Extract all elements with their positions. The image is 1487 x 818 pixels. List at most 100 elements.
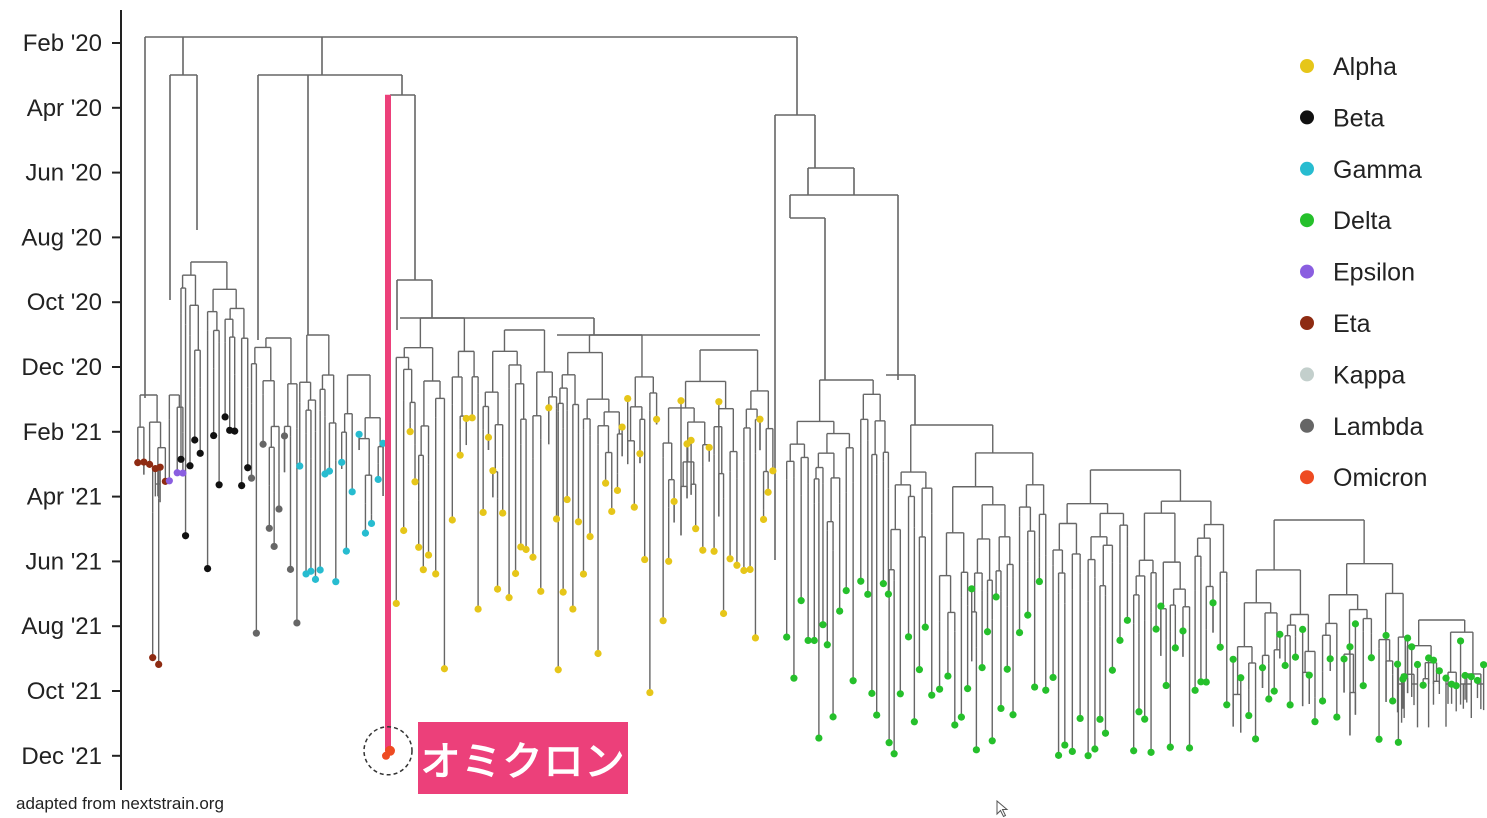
tree-tip bbox=[687, 436, 695, 444]
tree-tip bbox=[448, 516, 456, 524]
tree-tip bbox=[1442, 674, 1450, 682]
tree-tip bbox=[594, 649, 602, 658]
tree-tip bbox=[715, 398, 723, 406]
tree-tip bbox=[529, 553, 537, 561]
tree-tip bbox=[997, 704, 1005, 713]
tree-tip bbox=[646, 688, 654, 697]
legend-swatch bbox=[1300, 213, 1314, 228]
tree-tip bbox=[1435, 667, 1443, 675]
tree-tip bbox=[1185, 744, 1194, 752]
tree-tip bbox=[823, 641, 831, 649]
tree-tip bbox=[374, 475, 382, 484]
tree-tip bbox=[857, 577, 865, 585]
tree-tip bbox=[1299, 625, 1307, 634]
legend-label: Eta bbox=[1333, 310, 1371, 338]
tree-tip bbox=[156, 463, 164, 471]
tree-tip bbox=[406, 428, 414, 436]
tree-tip bbox=[1393, 660, 1402, 668]
tree-tip bbox=[296, 462, 304, 470]
omicron-circle-marker bbox=[363, 726, 413, 776]
tree-tip bbox=[829, 713, 837, 721]
legend-swatch bbox=[1300, 316, 1314, 330]
tree-tip bbox=[1096, 715, 1104, 723]
tree-tip bbox=[1197, 678, 1205, 686]
tree-tip bbox=[1209, 599, 1217, 607]
tree-tip bbox=[1108, 666, 1116, 674]
tree-tip bbox=[665, 557, 673, 565]
tree-tip bbox=[545, 404, 553, 412]
tree-tip bbox=[215, 481, 223, 489]
legend-label: Epsilon bbox=[1333, 259, 1415, 287]
y-tick-label: Dec '21 bbox=[21, 743, 102, 770]
tree-tip bbox=[210, 431, 218, 440]
tree-tip bbox=[511, 569, 520, 578]
tree-tip bbox=[146, 460, 154, 468]
tree-tip bbox=[348, 488, 356, 496]
tree-tip bbox=[231, 427, 239, 435]
tree-tip bbox=[836, 607, 844, 615]
legend-swatch bbox=[1300, 110, 1314, 125]
tree-tip bbox=[1359, 682, 1367, 690]
tree-tip bbox=[1084, 752, 1092, 760]
tree-tip bbox=[885, 739, 893, 747]
tree-tip bbox=[726, 555, 734, 563]
omicron-highlight bbox=[363, 94, 413, 776]
tree-tip bbox=[1141, 715, 1149, 723]
tree-tip bbox=[522, 545, 530, 554]
tree-tip bbox=[705, 443, 713, 452]
tree-tip bbox=[1281, 661, 1289, 670]
tree-tip bbox=[355, 430, 363, 438]
tree-tip bbox=[419, 566, 427, 574]
tree-tip bbox=[983, 628, 992, 636]
tree-tip bbox=[489, 467, 497, 475]
tree-tip bbox=[992, 593, 1000, 601]
tree-tip bbox=[474, 605, 482, 613]
tree-tip bbox=[1467, 673, 1475, 681]
legend-swatch bbox=[1300, 470, 1314, 485]
tree-tip bbox=[1400, 673, 1408, 681]
tree-tip bbox=[873, 711, 881, 719]
tree-tip bbox=[280, 432, 289, 440]
tree-tip bbox=[1311, 718, 1319, 726]
tree-tip bbox=[951, 721, 959, 729]
tree-tip bbox=[270, 542, 278, 551]
y-tick-label: Oct '21 bbox=[27, 678, 102, 705]
tree-tip bbox=[411, 478, 419, 486]
tree-tip bbox=[244, 464, 252, 472]
mouse-cursor-icon bbox=[996, 800, 1009, 818]
tree-tip bbox=[842, 586, 850, 595]
tree-tip bbox=[978, 664, 986, 672]
tree-tip bbox=[928, 691, 936, 699]
tree-tip bbox=[165, 477, 173, 485]
tree-tip bbox=[332, 578, 340, 586]
tree-tip bbox=[265, 524, 273, 532]
tree-tip bbox=[968, 585, 976, 593]
tree-tip bbox=[149, 654, 157, 662]
tree-tip bbox=[1375, 735, 1383, 743]
tree-tip bbox=[552, 515, 561, 523]
tree-tip bbox=[677, 397, 685, 405]
tree-tip bbox=[1157, 602, 1165, 610]
tree-tip bbox=[1135, 708, 1143, 716]
tree-tip bbox=[140, 458, 148, 466]
tree-tip bbox=[1171, 644, 1179, 652]
source-note: adapted from nextstrain.org bbox=[16, 794, 224, 813]
tree-tip bbox=[988, 737, 996, 745]
tree-tip bbox=[659, 617, 667, 625]
tree-tip bbox=[849, 677, 857, 685]
tree-tip bbox=[379, 439, 387, 447]
tree-tip bbox=[342, 547, 350, 555]
y-tick-label: Jun '21 bbox=[25, 548, 102, 575]
tree-tip bbox=[879, 580, 887, 588]
tree-tip bbox=[1024, 611, 1032, 619]
tree-tip bbox=[1367, 654, 1375, 662]
tree-tip bbox=[1068, 747, 1076, 755]
tree-tip bbox=[868, 689, 876, 697]
tree-tip bbox=[505, 594, 513, 602]
tree-tip bbox=[1162, 681, 1170, 690]
tree-tip bbox=[1456, 637, 1465, 645]
tree-tip bbox=[367, 519, 376, 528]
tree-tip bbox=[1340, 655, 1348, 663]
tree-tip bbox=[804, 636, 812, 645]
tree-tip bbox=[1276, 630, 1284, 638]
